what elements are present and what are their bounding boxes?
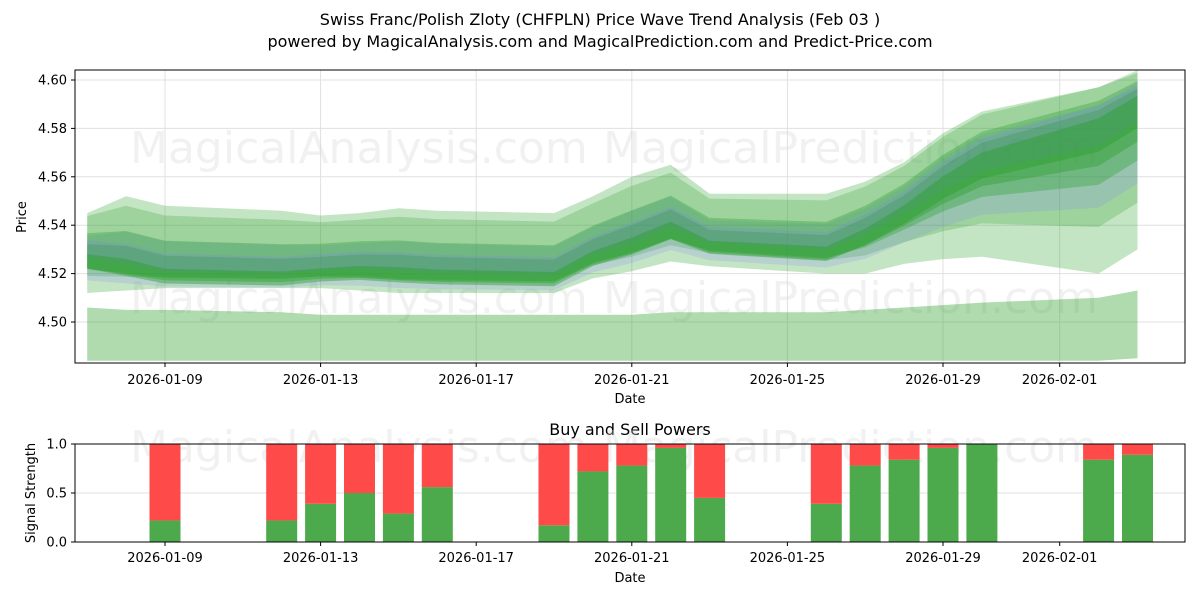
y-tick-label: 0.0 — [46, 536, 67, 551]
sell-bar — [305, 444, 336, 504]
x-tick-label: 2026-01-17 — [438, 551, 514, 566]
y-tick-label: 0.5 — [46, 487, 67, 502]
buy-bar — [928, 448, 959, 542]
buy-bar — [305, 504, 336, 542]
sell-bar — [1083, 444, 1114, 460]
buy-bar — [1122, 455, 1153, 542]
price-x-axis: 2026-01-09 2026-01-13 2026-01-17 2026-01-21… — [127, 363, 1097, 388]
y-tick-label: 4.58 — [38, 122, 67, 137]
signal-x-label: Date — [614, 571, 645, 586]
buy-bar — [889, 460, 920, 542]
x-tick-label: 2026-01-21 — [594, 373, 670, 388]
buy-bar — [655, 448, 686, 542]
sell-bar — [928, 444, 959, 448]
x-tick-label: 2026-01-25 — [750, 373, 826, 388]
buy-bar — [150, 520, 181, 542]
sell-bar — [577, 444, 608, 471]
buy-bar — [539, 525, 570, 542]
sell-bar — [616, 444, 647, 466]
watermark-left-top: MagicalAnalysis.com — [130, 123, 588, 174]
x-tick-label: 2026-01-09 — [127, 373, 203, 388]
x-tick-label: 2026-01-17 — [438, 373, 514, 388]
price-y-axis: 4.50 4.52 4.54 4.56 4.58 4.60 — [38, 74, 75, 331]
chart-canvas: MagicalAnalysis.com MagicalPrediction.co… — [0, 0, 1200, 600]
x-tick-label: 2026-01-13 — [283, 373, 359, 388]
sell-bar — [850, 444, 881, 466]
buy-bar — [266, 520, 297, 542]
price-wave-chart: MagicalAnalysis.com MagicalPrediction.co… — [15, 70, 1185, 407]
buy-bar — [1083, 460, 1114, 542]
buy-bar — [966, 444, 997, 542]
x-tick-label: 2026-01-25 — [750, 551, 826, 566]
y-tick-label: 4.50 — [38, 316, 67, 331]
x-tick-label: 2026-02-01 — [1022, 551, 1098, 566]
y-tick-label: 4.52 — [38, 267, 67, 282]
signal-y-axis: 0.0 0.5 1.0 — [46, 438, 75, 551]
buy-bar — [577, 471, 608, 542]
sell-bar — [694, 444, 725, 498]
buy-bar — [344, 493, 375, 542]
y-tick-label: 1.0 — [46, 438, 67, 453]
sell-bar — [344, 444, 375, 493]
x-tick-label: 2026-01-29 — [905, 373, 981, 388]
x-tick-label: 2026-02-01 — [1022, 373, 1098, 388]
buy-bar — [811, 504, 842, 542]
sell-bar — [655, 444, 686, 448]
price-x-label: Date — [614, 392, 645, 407]
y-tick-label: 4.54 — [38, 219, 67, 234]
sell-bar — [422, 444, 453, 487]
y-tick-label: 4.60 — [38, 74, 67, 89]
price-y-label: Price — [15, 201, 30, 233]
signal-y-label: Signal Strength — [24, 443, 39, 543]
buy-bar — [616, 466, 647, 542]
sell-bar — [383, 444, 414, 514]
sell-bar — [539, 444, 570, 525]
sell-bar — [266, 444, 297, 520]
buy-bar — [850, 466, 881, 542]
x-tick-label: 2026-01-29 — [905, 551, 981, 566]
x-tick-label: 2026-01-13 — [283, 551, 359, 566]
sell-bar — [1122, 444, 1153, 455]
buy-bar — [694, 498, 725, 542]
signal-x-axis: 2026-01-09 2026-01-13 2026-01-17 2026-01-21… — [127, 542, 1097, 566]
buy-bar — [383, 514, 414, 542]
x-tick-label: 2026-01-21 — [594, 551, 670, 566]
buy-bar — [422, 487, 453, 542]
y-tick-label: 4.56 — [38, 170, 67, 185]
sell-bar — [811, 444, 842, 504]
sell-bar — [889, 444, 920, 460]
x-tick-label: 2026-01-09 — [127, 551, 203, 566]
buy-sell-chart: Buy and Sell Powers MagicalAnalysis.com … — [24, 420, 1185, 586]
sell-bar — [150, 444, 181, 520]
